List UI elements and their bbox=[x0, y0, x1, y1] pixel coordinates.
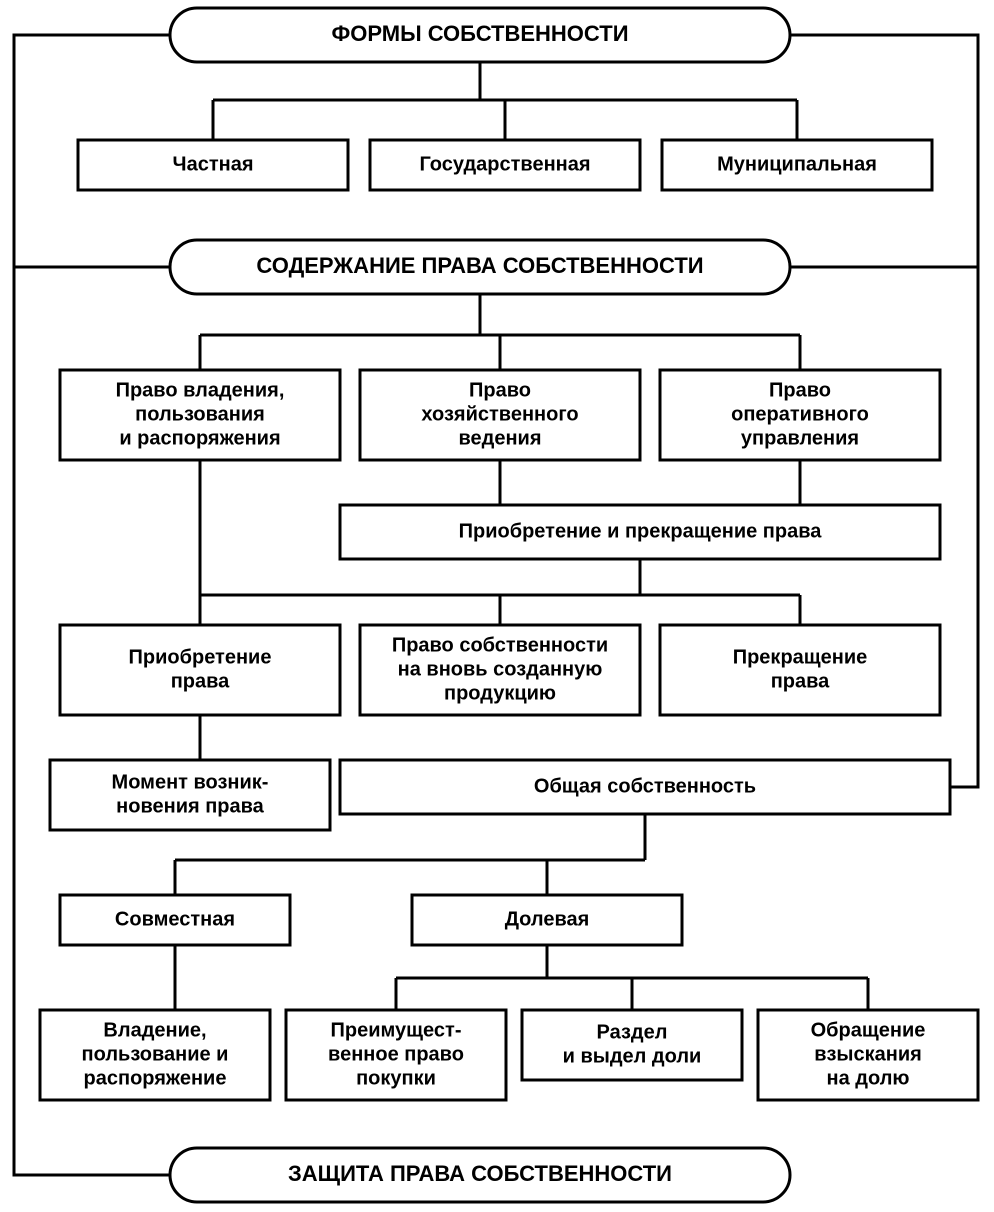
node-g4-label: Обращение bbox=[811, 1019, 926, 1041]
node-c1: Право владения,пользованияи распоряжения bbox=[60, 370, 340, 460]
edges-layer bbox=[14, 35, 978, 1175]
node-g2-label: Преимущест- bbox=[331, 1019, 462, 1041]
node-g3-label: и выдел доли bbox=[563, 1045, 702, 1067]
edge bbox=[14, 35, 170, 1175]
node-b_priv-label: Частная bbox=[173, 153, 254, 175]
node-d2-label: Право собственности bbox=[392, 634, 608, 656]
node-d2-label: продукцию bbox=[444, 682, 556, 704]
node-g1-label: пользование и bbox=[82, 1043, 229, 1065]
node-title3: ЗАЩИТА ПРАВА СОБСТВЕННОСТИ bbox=[170, 1148, 790, 1202]
node-g1: Владение,пользование ираспоряжение bbox=[40, 1010, 270, 1100]
node-d3: Прекращениеправа bbox=[660, 625, 940, 715]
node-d1: Приобретениеправа bbox=[60, 625, 340, 715]
node-c2-label: Право bbox=[469, 379, 531, 401]
ownership-diagram: ФОРМЫ СОБСТВЕННОСТИ Частная Государственна… bbox=[0, 0, 994, 1212]
node-g4: Обращениевзысканияна долю bbox=[758, 1010, 978, 1100]
node-g4-label: на долю bbox=[827, 1067, 910, 1089]
node-f1: Совместная bbox=[60, 895, 290, 945]
node-acq-label: Приобретение и прекращение права bbox=[459, 520, 823, 542]
node-f1-label: Совместная bbox=[115, 908, 235, 930]
node-g2: Преимущест-венное правопокупки bbox=[286, 1010, 506, 1100]
node-f2: Долевая bbox=[412, 895, 682, 945]
node-c3: Правооперативногоуправления bbox=[660, 370, 940, 460]
node-g1-label: распоряжение bbox=[84, 1067, 227, 1089]
node-e1-label: Момент возник- bbox=[112, 771, 269, 793]
node-c2-label: хозяйственного bbox=[421, 403, 578, 425]
node-d2-label: на вновь созданную bbox=[398, 658, 603, 680]
node-d3-label: Прекращение bbox=[733, 646, 868, 668]
node-c3-label: Право bbox=[769, 379, 831, 401]
node-c2: Правохозяйственноговедения bbox=[360, 370, 640, 460]
node-b_gov: Государственная bbox=[370, 140, 640, 190]
node-e2-label: Общая собственность bbox=[534, 775, 756, 797]
node-b_mun: Муниципальная bbox=[662, 140, 932, 190]
node-title2: СОДЕРЖАНИЕ ПРАВА СОБСТВЕННОСТИ bbox=[170, 240, 790, 294]
node-b_mun-label: Муниципальная bbox=[717, 153, 877, 175]
node-e2: Общая собственность bbox=[340, 760, 950, 814]
node-acq: Приобретение и прекращение права bbox=[340, 505, 940, 559]
node-d1-label: права bbox=[171, 670, 230, 692]
node-b_priv: Частная bbox=[78, 140, 348, 190]
node-f2-label: Долевая bbox=[505, 908, 590, 930]
nodes-layer: ФОРМЫ СОБСТВЕННОСТИ Частная Государственна… bbox=[40, 8, 978, 1202]
node-c3-label: оперативного bbox=[731, 403, 869, 425]
node-c1-label: Право владения, bbox=[116, 379, 285, 401]
node-b_gov-label: Государственная bbox=[419, 153, 590, 175]
node-g1-label: Владение, bbox=[103, 1019, 206, 1041]
node-title1-label: ФОРМЫ СОБСТВЕННОСТИ bbox=[331, 21, 628, 46]
node-d2: Право собственностина вновь созданнуюпро… bbox=[360, 625, 640, 715]
node-c1-label: пользования bbox=[135, 403, 265, 425]
node-c3-label: управления bbox=[741, 427, 859, 449]
node-g4-label: взыскания bbox=[814, 1043, 922, 1065]
node-d3-label: права bbox=[771, 670, 830, 692]
node-c1-label: и распоряжения bbox=[119, 427, 280, 449]
node-g3-label: Раздел bbox=[597, 1021, 668, 1043]
node-d1-label: Приобретение bbox=[129, 646, 272, 668]
node-g3: Раздели выдел доли bbox=[522, 1010, 742, 1080]
node-g2-label: покупки bbox=[356, 1067, 436, 1089]
node-title1: ФОРМЫ СОБСТВЕННОСТИ bbox=[170, 8, 790, 62]
node-e1-label: новения права bbox=[116, 795, 265, 817]
node-e1: Момент возник-новения права bbox=[50, 760, 330, 830]
node-c2-label: ведения bbox=[458, 427, 541, 449]
node-title3-label: ЗАЩИТА ПРАВА СОБСТВЕННОСТИ bbox=[288, 1161, 672, 1186]
node-g2-label: венное право bbox=[328, 1043, 464, 1065]
node-title2-label: СОДЕРЖАНИЕ ПРАВА СОБСТВЕННОСТИ bbox=[256, 253, 703, 278]
